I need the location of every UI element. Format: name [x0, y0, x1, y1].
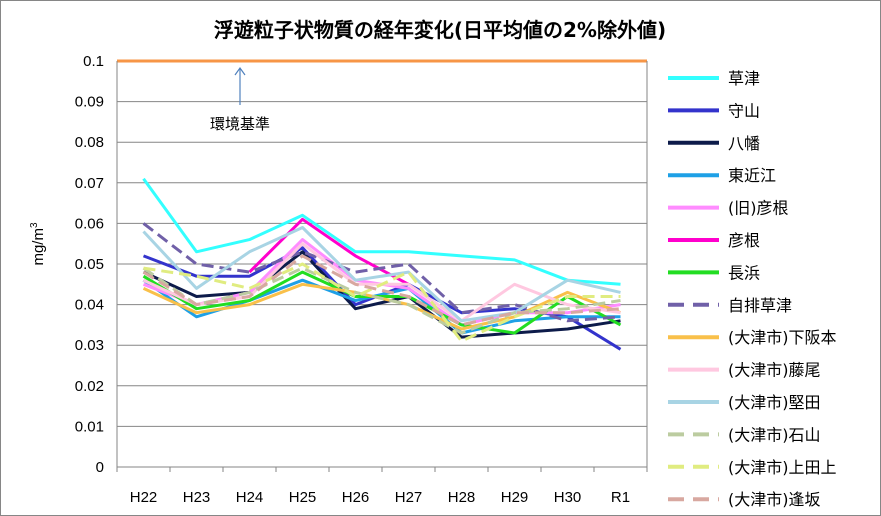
y-tick-label: 0: [96, 459, 104, 476]
y-tick-label: 0.02: [75, 378, 104, 395]
legend-label-3: 東近江: [728, 166, 776, 185]
legend-label-0: 草津: [728, 69, 760, 88]
series-line-10: [142, 226, 621, 323]
x-tick-label: R1: [611, 489, 630, 506]
x-tick-label: H22: [130, 489, 158, 506]
legend-label-2: 八幡: [728, 134, 760, 153]
series-line-2: [142, 250, 621, 339]
legend-label-11: (大津市)石山: [728, 425, 821, 444]
legend-label-4: (旧)彦根: [728, 199, 789, 218]
reference-arrow-head: [234, 66, 246, 76]
y-tick-label: 0.03: [75, 337, 104, 354]
grid-layer: [117, 60, 647, 468]
series-line-0: [142, 177, 621, 286]
series-line-5: [248, 217, 410, 286]
series-line-6: [142, 270, 622, 335]
series-line-13: [142, 254, 621, 327]
legend-label-13: (大津市)逢坂: [728, 490, 821, 509]
x-tick-label: H27: [395, 489, 423, 506]
y-tick-label: 0.07: [75, 175, 104, 192]
y-axis-label-unit: mg/m: [30, 228, 47, 266]
legend-label-8: (大津市)下阪本: [728, 328, 837, 347]
legend-label-12: (大津市)上田上: [728, 458, 837, 477]
y-axis-label-superscript: 3: [29, 222, 40, 228]
y-tick-label: 0.04: [75, 297, 104, 314]
axis-layer: 0 0.01 0.02 0.03 0.04 0.05 0.06 0.07 0.08 0.09 0.1…: [75, 53, 648, 506]
legend-label-7: 自排草津: [728, 296, 792, 315]
legend-label-1: 守山: [728, 101, 760, 120]
legend-label-10: (大津市)堅田: [728, 393, 821, 412]
y-tick-label: 0.05: [75, 256, 104, 273]
legend-label-6: 長浜: [728, 263, 760, 282]
y-axis-label: mg/m3: [29, 222, 47, 266]
legend-label-5: 彦根: [728, 231, 760, 250]
x-tick-label: H25: [289, 489, 317, 506]
chart-title: 浮遊粒子状物質の経年変化(日平均値の2%除外値): [214, 18, 666, 42]
y-tick-label: 0.01: [75, 418, 104, 435]
y-tick-label: 0.06: [75, 215, 104, 232]
reference-layer: 環境基準: [117, 59, 647, 133]
x-tick-label: H29: [501, 489, 529, 506]
reference-label: 環境基準: [210, 115, 270, 133]
y-tick-label: 0.08: [75, 134, 104, 151]
x-tick-label: H28: [448, 489, 476, 506]
series-line-11: [142, 266, 621, 335]
legend-label-9: (大津市)藤尾: [728, 361, 821, 380]
x-tick-label: H24: [236, 489, 264, 506]
series-line-12: [143, 262, 621, 343]
y-tick-label: 0.1: [83, 53, 104, 70]
series-layer: [142, 177, 622, 351]
x-tick-label: H26: [342, 489, 370, 506]
x-tick-label: H23: [183, 489, 211, 506]
y-tick-label: 0.09: [75, 94, 104, 111]
x-tick-label: H30: [554, 489, 582, 506]
